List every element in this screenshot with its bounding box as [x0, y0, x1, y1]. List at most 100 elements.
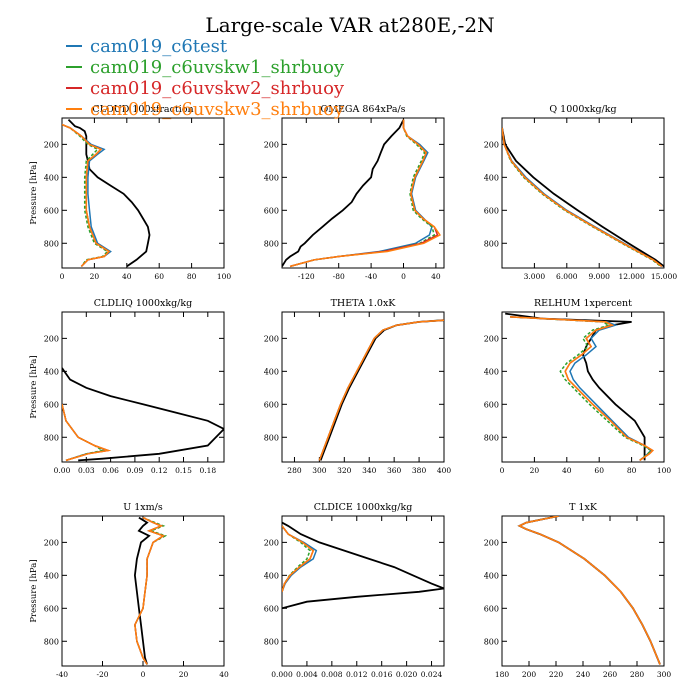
series-line-1 [282, 525, 318, 593]
y-tick-label: 400 [264, 571, 279, 580]
plot-frame [501, 117, 665, 269]
plot-frame [61, 311, 225, 463]
series-line-4 [62, 123, 111, 267]
x-tick-label: 340 [362, 466, 377, 475]
y-tick-label: 600 [264, 604, 279, 613]
y-tick-label: 400 [44, 367, 59, 376]
x-tick-label: 3.000 [524, 272, 546, 281]
x-tick-label: 20 [179, 670, 189, 679]
panel-title: CLDICE 1000xkg/kg [314, 502, 413, 513]
legend-entry: cam019_c6uvskw2_shrbuoy [90, 78, 345, 99]
x-tick-label: 0.15 [175, 466, 192, 475]
x-tick-label: 0.008 [321, 670, 343, 679]
y-tick-label: 200 [484, 140, 499, 149]
panel-title: THETA 1.0xK [331, 298, 397, 309]
x-tick-label: 80 [627, 466, 637, 475]
panel-5: THETA 1.0xK 200 400 600 800 280 300 320 340 360 38… [264, 298, 452, 475]
plot-frame [61, 117, 225, 269]
x-tick-label: 100 [217, 272, 232, 281]
y-tick-label: 600 [44, 604, 59, 613]
series-line-reference [505, 312, 646, 461]
y-tick-label: 600 [484, 206, 499, 215]
panel-2: OMEGA 864xPa/s 200 400 600 800 -120 -80 -40 0 40 [264, 104, 445, 281]
series-line-3 [517, 516, 661, 665]
series-group [502, 127, 664, 268]
x-tick-label: 360 [387, 466, 402, 475]
figure-title: Large-scale VAR at280E,-2N [205, 13, 494, 37]
x-tick-label: 0.09 [127, 466, 144, 475]
y-tick-label: 800 [264, 433, 279, 442]
series-line-reference [282, 119, 405, 267]
panel-title: RELHUM 1xpercent [534, 298, 632, 309]
x-tick-label: 12.000 [618, 272, 644, 281]
y-axis-label: Pressure [hPa] [29, 161, 39, 224]
series-line-2 [289, 119, 436, 268]
panel-4: CLDLIQ 1000xkg/kg 200 400 600 800 0.00 0.03 0.0… [29, 298, 225, 475]
y-tick-label: 600 [264, 400, 279, 409]
series-line-1 [318, 319, 444, 461]
series-line-4 [289, 119, 441, 268]
x-tick-label: 80 [187, 272, 197, 281]
x-tick-label: -40 [365, 272, 377, 281]
x-tick-label: 400 [437, 466, 452, 475]
x-tick-label: 380 [412, 466, 427, 475]
series-group [282, 119, 441, 268]
y-tick-label: 800 [44, 433, 59, 442]
x-tick-label: -80 [333, 272, 345, 281]
series-line-reference [133, 516, 151, 665]
series-line-reference [67, 118, 151, 268]
y-tick-label: 200 [264, 140, 279, 149]
x-tick-label: 0.06 [102, 466, 119, 475]
x-tick-label: 40 [122, 272, 132, 281]
y-tick-label: 800 [264, 637, 279, 646]
panel-9: T 1xK 200 400 600 800 180 200 220 240 260 280 300 [484, 502, 672, 679]
panel-7: U 1xm/s 200 400 600 800 -40 -20 0 20 40 Pressure [… [29, 502, 229, 679]
y-tick-label: 800 [484, 239, 499, 248]
series-group [505, 312, 654, 462]
series-line-4 [517, 516, 661, 665]
plot-frame [501, 515, 665, 667]
series-line-reference [282, 521, 444, 610]
x-tick-label: 0.004 [296, 670, 318, 679]
x-tick-label: 0 [401, 272, 406, 281]
series-line-4 [62, 404, 112, 462]
y-tick-label: 800 [484, 433, 499, 442]
y-tick-label: 800 [44, 239, 59, 248]
series-line-2 [510, 316, 653, 461]
x-tick-label: 20 [90, 272, 100, 281]
plot-frame [501, 311, 665, 463]
x-tick-label: 300 [657, 670, 672, 679]
y-axis-label: Pressure [hPa] [29, 355, 39, 418]
x-tick-label: 40 [431, 272, 441, 281]
y-tick-label: 600 [44, 206, 59, 215]
panel-title: CLDLIQ 1000xkg/kg [94, 298, 192, 309]
plot-frame [281, 117, 445, 269]
x-tick-label: 240 [576, 670, 591, 679]
x-tick-label: 0 [60, 272, 65, 281]
series-line-reference [319, 319, 444, 461]
panel-title: U 1xm/s [123, 502, 163, 513]
series-line-reference [502, 127, 664, 268]
y-tick-label: 800 [484, 637, 499, 646]
y-tick-label: 600 [44, 400, 59, 409]
y-tick-label: 400 [44, 571, 59, 580]
y-tick-label: 600 [264, 206, 279, 215]
x-tick-label: 0 [500, 466, 505, 475]
panel-6: RELHUM 1xpercent 200 400 600 800 0 20 40 60 80 100 [484, 298, 672, 475]
series-group [133, 516, 168, 665]
x-tick-label: 100 [657, 466, 672, 475]
series-line-1 [517, 516, 661, 665]
x-tick-label: 180 [495, 670, 510, 679]
x-tick-label: -20 [96, 670, 108, 679]
series-line-2 [517, 516, 661, 665]
y-tick-label: 400 [264, 367, 279, 376]
x-tick-label: 320 [337, 466, 352, 475]
series-line-3 [318, 319, 444, 461]
panel-title: CLOUD 100xfraction [92, 104, 193, 115]
x-tick-label: 60 [154, 272, 164, 281]
x-tick-label: 0.024 [421, 670, 443, 679]
legend: cam019_c6testcam019_c6uvskw1_shrbuoycam0… [66, 36, 345, 120]
